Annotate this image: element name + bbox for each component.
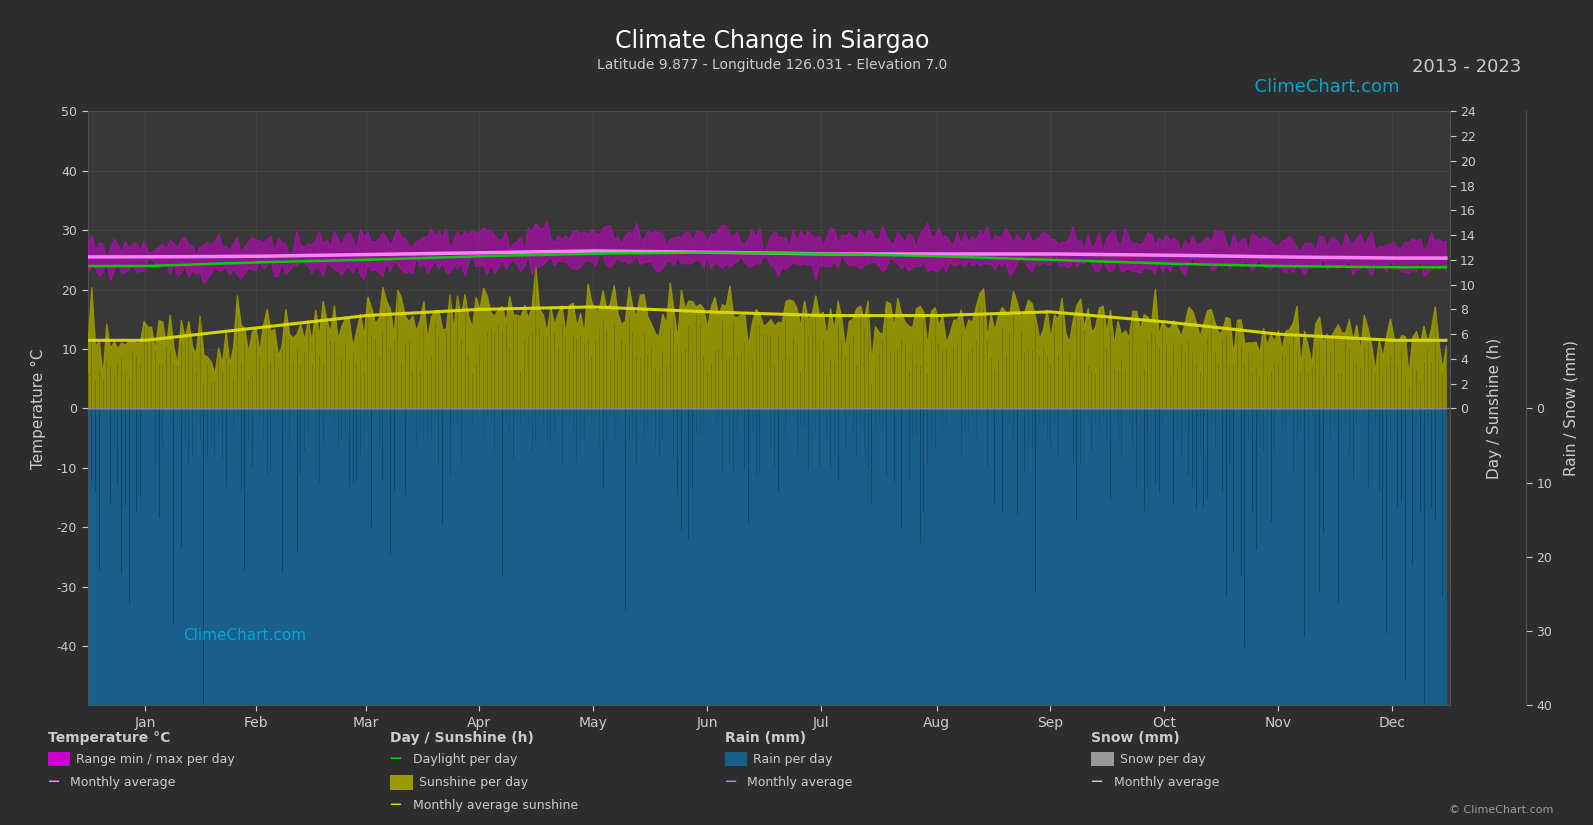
Text: ClimeChart.com: ClimeChart.com [183,628,306,643]
Text: Daylight per day: Daylight per day [413,752,518,766]
Text: Monthly average: Monthly average [747,776,852,789]
Text: Monthly average: Monthly average [70,776,175,789]
Y-axis label: Temperature °C: Temperature °C [30,348,46,469]
Text: Day / Sunshine (h): Day / Sunshine (h) [390,732,534,745]
Text: Monthly average sunshine: Monthly average sunshine [413,799,578,812]
Y-axis label: Day / Sunshine (h): Day / Sunshine (h) [1486,337,1502,479]
Text: ─: ─ [725,773,734,791]
Text: Snow (mm): Snow (mm) [1091,732,1180,745]
Text: ClimeChart.com: ClimeChart.com [1243,78,1399,96]
Text: Latitude 9.877 - Longitude 126.031 - Elevation 7.0: Latitude 9.877 - Longitude 126.031 - Ele… [597,58,948,72]
Text: Snow per day: Snow per day [1120,752,1206,766]
Text: ─: ─ [1091,773,1101,791]
Text: Rain (mm): Rain (mm) [725,732,806,745]
Text: 2013 - 2023: 2013 - 2023 [1411,58,1521,76]
Text: ─: ─ [390,796,400,814]
Text: Range min / max per day: Range min / max per day [76,752,236,766]
Text: ─: ─ [48,773,57,791]
Text: Temperature °C: Temperature °C [48,732,170,745]
Text: Monthly average: Monthly average [1114,776,1219,789]
Text: ─: ─ [390,750,400,768]
Text: Sunshine per day: Sunshine per day [419,776,529,789]
Text: Climate Change in Siargao: Climate Change in Siargao [615,29,930,53]
Text: Rain per day: Rain per day [753,752,833,766]
Text: © ClimeChart.com: © ClimeChart.com [1448,805,1553,815]
Y-axis label: Rain / Snow (mm): Rain / Snow (mm) [1563,341,1579,476]
